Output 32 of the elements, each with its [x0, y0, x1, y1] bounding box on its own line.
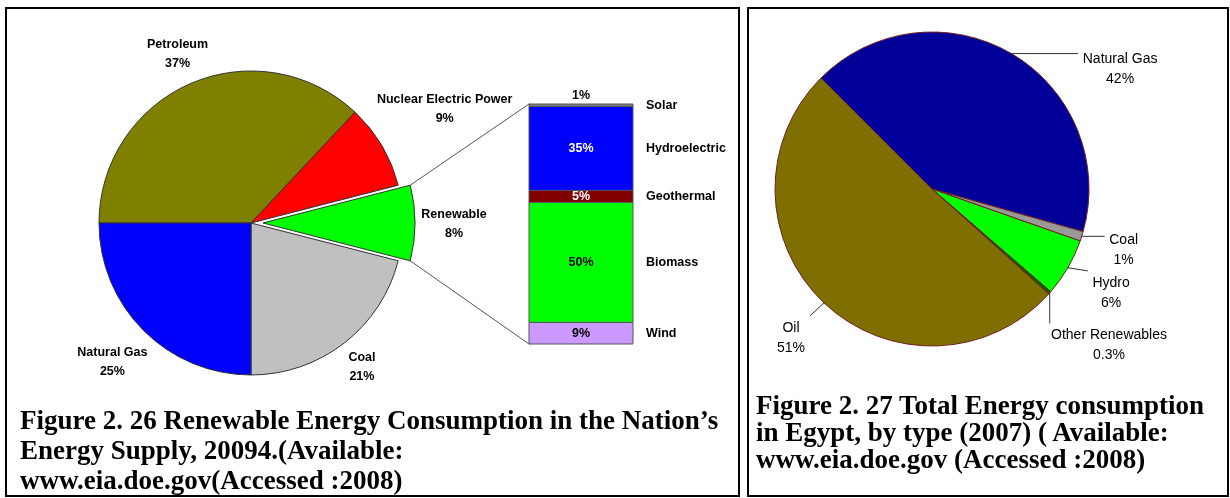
- data-label: 51%: [776, 338, 805, 355]
- data-label: 50%: [568, 255, 594, 270]
- slice-label: Natural Gas: [77, 345, 148, 360]
- data-label: 5%: [571, 189, 591, 204]
- data-label: 25%: [99, 364, 125, 379]
- data-label: 21%: [349, 368, 375, 383]
- slice-label: Renewable: [421, 206, 487, 221]
- slice-label: Other Renewables: [1051, 326, 1167, 343]
- data-label: 35%: [568, 141, 594, 156]
- data-label: 0.3%: [1093, 346, 1125, 363]
- data-label: 42%: [1106, 70, 1135, 86]
- data-label: 1%: [1113, 250, 1134, 267]
- slice-label: Nuclear Electric Power: [376, 91, 513, 106]
- data-label: 9%: [435, 110, 454, 125]
- slice-label: Oil: [782, 318, 800, 335]
- series-label: Biomass: [646, 255, 699, 270]
- slice-label: Coal: [1109, 230, 1139, 247]
- text: Figure 2. 27 Total Energy consumption in Egypt, by type (2007) ( Available: www.eia.doe.gov (Accessed :2008): [756, 390, 1205, 474]
- data-label: 9%: [571, 326, 591, 341]
- data-label: 1%: [571, 87, 591, 102]
- data-label: 8%: [444, 225, 464, 240]
- data-label: 6%: [1100, 293, 1122, 310]
- series-label: Solar: [646, 98, 678, 113]
- slice-label: Natural Gas: [1082, 50, 1158, 66]
- slice-label: Coal: [348, 349, 376, 364]
- text: Figure 2. 26 Renewable Energy Consumption in the Nation’s Energy Supply, 20094.(Available: www.eia.doe.gov(Accessed :2008): [20, 405, 719, 495]
- data-label: 37%: [165, 55, 191, 70]
- series-label: Wind: [646, 326, 677, 341]
- slice-label: Petroleum: [146, 36, 209, 51]
- series-label: Hydroelectric: [646, 141, 726, 156]
- slice-label: Hydro: [1092, 273, 1130, 290]
- series-label: Geothermal: [646, 189, 716, 204]
